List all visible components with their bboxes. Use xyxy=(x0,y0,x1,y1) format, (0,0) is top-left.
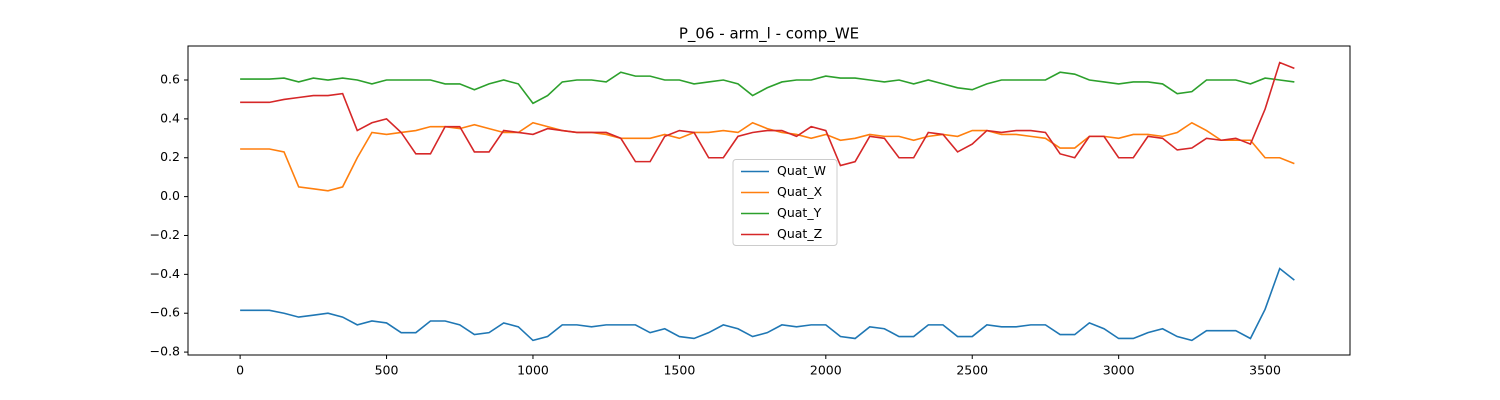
legend-box xyxy=(732,159,838,246)
legend-label: Quat_Z xyxy=(777,226,822,241)
x-tick-label: 3000 xyxy=(1103,363,1135,378)
legend-label: Quat_W xyxy=(777,163,826,178)
legend-label: Quat_X xyxy=(777,184,823,199)
x-tick-label: 500 xyxy=(375,363,399,378)
y-tick-label: 0.0 xyxy=(160,188,180,203)
y-tick-label: 0.6 xyxy=(160,72,180,87)
y-tick-label: 0.4 xyxy=(160,110,180,125)
series-line xyxy=(240,71,1295,105)
y-tick-label: −0.2 xyxy=(150,227,180,242)
series-line xyxy=(240,267,1295,342)
y-tick-label: −0.8 xyxy=(150,344,180,359)
y-tick-label: −0.6 xyxy=(150,305,180,320)
x-tick-label: 1500 xyxy=(663,363,695,378)
x-tick-label: 1000 xyxy=(517,363,549,378)
y-tick-label: −0.4 xyxy=(150,266,180,281)
legend: Quat_W Quat_X Quat_Y Quat_Z xyxy=(732,159,838,246)
y-tick-label: 0.2 xyxy=(160,149,180,164)
chart-title: P_06 - arm_l - comp_WE xyxy=(679,25,859,44)
x-tick-label: 2500 xyxy=(956,363,988,378)
series-line xyxy=(240,121,1295,192)
legend-label: Quat_Y xyxy=(777,205,822,220)
series-line xyxy=(240,61,1295,167)
x-tick-label: 0 xyxy=(236,363,244,378)
x-tick-label: 3500 xyxy=(1249,363,1281,378)
x-tick-label: 2000 xyxy=(810,363,842,378)
plot-frame xyxy=(187,45,1351,356)
